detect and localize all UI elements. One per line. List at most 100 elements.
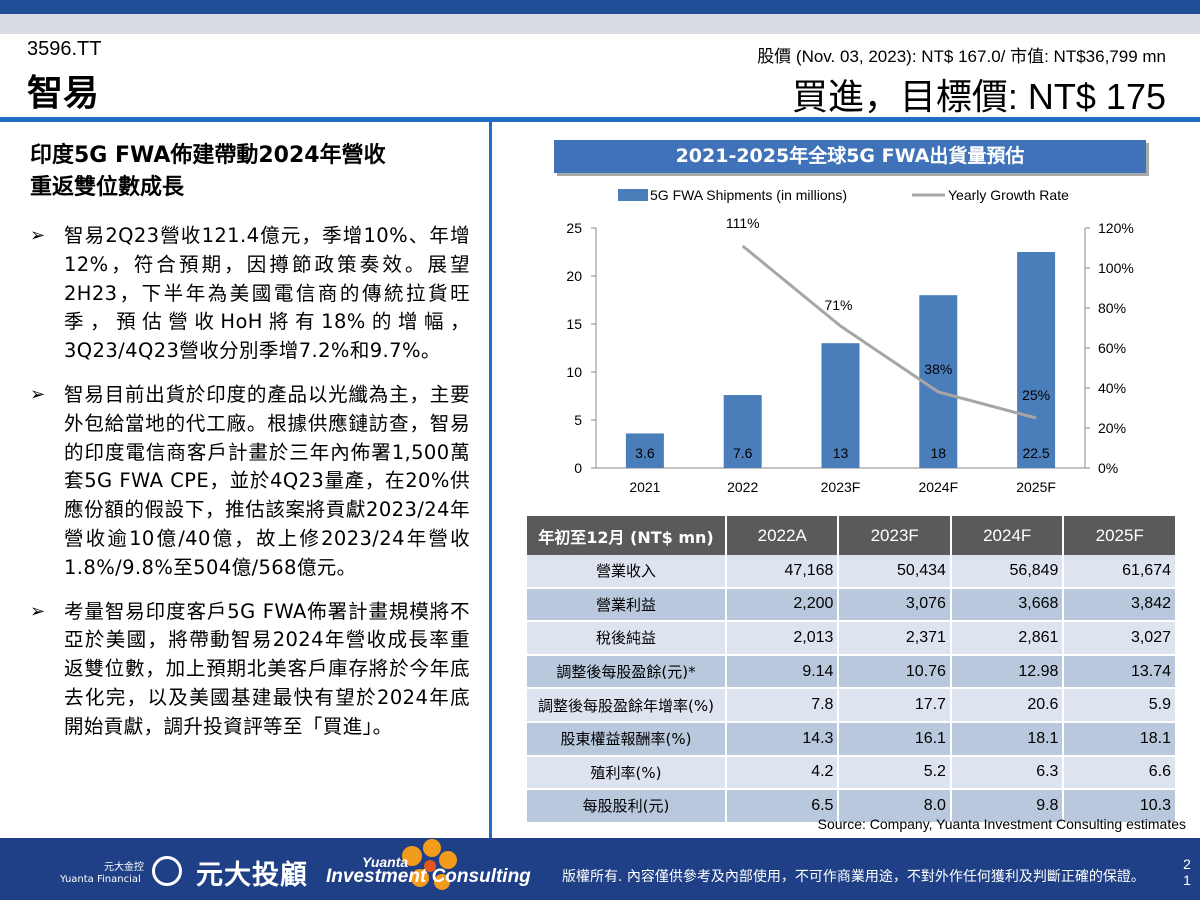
price-market-cap: 股價 (Nov. 03, 2023): NT$ 167.0/ 市值: NT$36… [757, 47, 1166, 66]
chart-title: 2021-2025年全球5G FWA出貨量預估 [554, 140, 1146, 173]
x-tick-label: 2022 [727, 479, 758, 495]
header-divider [0, 117, 1200, 122]
left-tick-label: 25 [566, 220, 582, 236]
report-headline: 印度5G FWA佈建帶動2024年營收 重返雙位數成長 [30, 140, 470, 204]
table-header-year: 2025F [1063, 516, 1177, 555]
bar-value-label: 13 [833, 445, 849, 461]
page-number: 2 1 [1182, 856, 1192, 888]
row-label: 調整後每股盈餘年增率(%) [527, 688, 727, 723]
row-value: 4.2 [725, 755, 840, 791]
top-banner [0, 0, 1200, 14]
legend-bar-label: 5G FWA Shipments (in millions) [650, 187, 847, 203]
shipment-bar [625, 433, 664, 468]
table-header-period: 年初至12月 (NT$ mn) [527, 516, 727, 555]
right-tick-label: 60% [1098, 340, 1126, 356]
row-value: 10.3 [1063, 789, 1177, 824]
growth-rate-label: 25% [1022, 387, 1050, 403]
bullet-text: 智易目前出貨於印度的產品以光纖為主，主要外包給當地的代工廠。根據供應鏈訪查，智易… [64, 382, 470, 579]
page-number-bottom: 1 [1183, 872, 1191, 888]
shipment-bar [919, 295, 958, 468]
x-tick-label: 2024F [918, 479, 958, 495]
table-row: 股東權益報酬率(%) 14.3 16.1 18.1 18.1 [527, 721, 1177, 757]
headline-line-2: 重返雙位數成長 [30, 175, 185, 200]
table-row: 每股股利(元) 6.5 8.0 9.8 10.3 [527, 789, 1177, 824]
shipment-bar [723, 395, 762, 468]
arrow-bullet-icon: ➢ [30, 600, 46, 622]
growth-rate-line [741, 244, 1037, 420]
source-note: Source: Company, Yuanta Investment Consu… [817, 816, 1186, 832]
table-header-year: 2023F [838, 516, 952, 555]
right-tick-label: 100% [1098, 260, 1134, 276]
table-header-year: 2022A [725, 516, 840, 555]
table-row: 殖利率(%) 4.2 5.2 6.3 6.6 [527, 755, 1177, 791]
left-tick-label: 5 [574, 412, 582, 428]
page-number-top: 2 [1183, 856, 1191, 872]
row-label: 營業利益 [527, 587, 727, 623]
right-tick-label: 20% [1098, 420, 1126, 436]
row-value: 13.74 [1063, 654, 1177, 690]
growth-rate-label: 71% [824, 297, 852, 313]
bullet-item: ➢ 考量智易印度客戶5G FWA佈署計畫規模將不亞於美國，將帶動智易2024年營收… [30, 598, 470, 742]
left-tick-label: 15 [566, 316, 582, 332]
row-value: 14.3 [725, 721, 840, 757]
bullet-text: 智易2Q23營收121.4億元，季增10%、年增12%，符合預期，因撙節政策奏效… [64, 224, 470, 363]
row-value: 2,861 [950, 621, 1065, 656]
footer-disclaimer: 版權所有. 內容僅供參考及內部使用，不可作商業用途，不對外作任何獲利及判斷正確的… [562, 869, 1145, 885]
row-value: 6.3 [950, 755, 1065, 791]
row-value: 16.1 [838, 721, 952, 757]
row-value: 9.14 [725, 654, 840, 690]
row-label: 每股股利(元) [527, 789, 727, 824]
right-tick-label: 120% [1098, 220, 1134, 236]
financial-table: 年初至12月 (NT$ mn) 2022A 2023F 2024F 2025F … [527, 516, 1177, 824]
logo-small-cn: 元大金控 [104, 862, 144, 873]
table-row: 稅後純益 2,013 2,371 2,861 3,027 [527, 621, 1177, 656]
row-value: 20.6 [950, 688, 1065, 723]
legend-line-label: Yearly Growth Rate [948, 187, 1069, 203]
row-value: 2,371 [838, 621, 952, 656]
row-value: 47,168 [725, 555, 840, 589]
row-value: 6.5 [725, 789, 840, 824]
footer-bar [0, 838, 1200, 900]
row-value: 5.9 [1063, 688, 1177, 723]
column-divider [489, 122, 492, 838]
footer-brand-top: Yuanta [362, 854, 409, 870]
row-value: 3,076 [838, 587, 952, 623]
table-row: 營業收入 47,168 50,434 56,849 61,674 [527, 555, 1177, 589]
shipment-bar [1017, 252, 1056, 468]
shipment-bar [821, 343, 860, 468]
row-label: 調整後每股盈餘(元)* [527, 654, 727, 690]
row-value: 2,013 [725, 621, 840, 656]
row-value: 3,842 [1063, 587, 1177, 623]
table-row: 調整後每股盈餘年增率(%) 7.8 17.7 20.6 5.9 [527, 688, 1177, 723]
yuanta-logo-icon [152, 856, 182, 886]
top-banner-fade [0, 14, 1200, 34]
row-value: 50,434 [838, 555, 952, 589]
table-header-row: 年初至12月 (NT$ mn) 2022A 2023F 2024F 2025F [527, 516, 1177, 555]
logo-small-en: Yuanta Financial [60, 874, 141, 885]
row-value: 10.76 [838, 654, 952, 690]
row-value: 6.6 [1063, 755, 1177, 791]
left-tick-label: 10 [566, 364, 582, 380]
table-row: 調整後每股盈餘(元)* 9.14 10.76 12.98 13.74 [527, 654, 1177, 690]
x-tick-label: 2025F [1016, 479, 1056, 495]
row-value: 8.0 [838, 789, 952, 824]
row-value: 17.7 [838, 688, 952, 723]
right-tick-label: 40% [1098, 380, 1126, 396]
left-tick-label: 20 [566, 268, 582, 284]
bar-value-label: 3.6 [635, 445, 655, 461]
bar-value-label: 18 [931, 445, 947, 461]
x-tick-label: 2023F [821, 479, 861, 495]
table-row: 營業利益 2,200 3,076 3,668 3,842 [527, 587, 1177, 623]
headline-line-1: 印度5G FWA佈建帶動2024年營收 [30, 143, 386, 168]
row-label: 稅後純益 [527, 621, 727, 656]
row-value: 3,027 [1063, 621, 1177, 656]
row-value: 18.1 [950, 721, 1065, 757]
right-tick-label: 80% [1098, 300, 1126, 316]
yuanta-financial-logo-text: 元大金控 Yuanta Financial [60, 862, 144, 886]
bullet-item: ➢ 智易2Q23營收121.4億元，季增10%、年增12%，符合預期，因撙節政策奏… [30, 222, 470, 366]
row-label: 營業收入 [527, 555, 727, 589]
stock-ticker: 3596.TT [27, 38, 102, 60]
bullet-text: 考量智易印度客戶5G FWA佈署計畫規模將不亞於美國，將帶動智易2024年營收成… [64, 599, 470, 738]
flower-logo-icon [402, 839, 457, 890]
row-value: 9.8 [950, 789, 1065, 824]
